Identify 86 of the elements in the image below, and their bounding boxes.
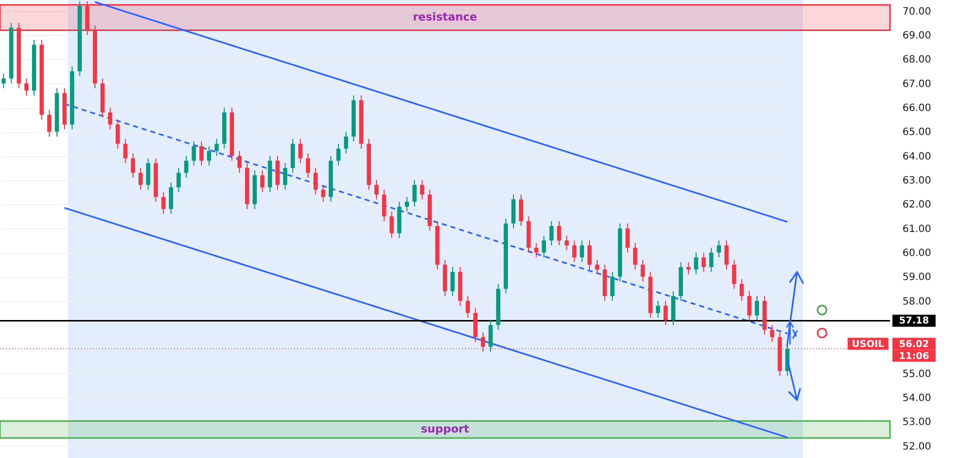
y-tick-label: 63.00 <box>902 176 932 187</box>
y-tick-label: 61.00 <box>902 224 932 235</box>
candlestick <box>2 73 6 89</box>
candlestick <box>176 167 181 193</box>
y-tick-label: 70.00 <box>902 6 932 18</box>
ref-line-label: 56.02 <box>898 338 930 350</box>
candlestick <box>168 182 174 214</box>
candlestick <box>199 140 204 166</box>
candlestick <box>344 131 348 154</box>
candlestick <box>686 262 691 275</box>
y-tick-label: 60.00 <box>902 248 932 260</box>
y-tick-label: 59.00 <box>902 272 932 284</box>
candlestick <box>298 138 302 164</box>
candlestick <box>625 223 630 254</box>
text: USOIL <box>852 338 884 350</box>
y-tick-label: 52.00 <box>902 441 932 452</box>
candlestick <box>534 242 538 258</box>
candlestick <box>724 240 729 270</box>
candlestick <box>108 107 112 130</box>
candlestick <box>161 192 166 214</box>
candlestick <box>557 220 562 246</box>
band-label: resistance <box>412 10 478 24</box>
candlestick <box>702 252 706 272</box>
candlestick <box>321 184 326 202</box>
candlestick <box>770 324 774 342</box>
candlestick <box>450 266 455 297</box>
y-tick-label: 64.00 <box>902 151 932 162</box>
candlestick <box>694 252 698 275</box>
candlestick <box>192 140 196 166</box>
candlestick <box>336 143 341 166</box>
candlestick <box>754 296 760 321</box>
text: 11:06 <box>898 350 930 362</box>
candlestick <box>542 235 546 258</box>
candlestick <box>24 78 29 96</box>
y-tick-label: 55.00 <box>902 368 932 380</box>
candlestick <box>740 278 744 302</box>
candlestick <box>664 300 668 326</box>
candlestick <box>633 242 638 270</box>
candlestick <box>138 167 143 190</box>
candlestick <box>747 290 752 321</box>
candlestick <box>732 259 736 290</box>
candlestick <box>709 247 714 272</box>
y-tick-label: 65.00 <box>902 127 932 138</box>
candlestick <box>116 119 120 150</box>
candlestick <box>716 240 721 258</box>
candlestick <box>123 138 128 164</box>
candlestick <box>564 235 569 251</box>
candlestick <box>656 300 660 318</box>
candlestick <box>382 189 386 222</box>
candlestick <box>214 138 219 156</box>
candlestick <box>580 240 584 263</box>
ref-line-label: 57.18 <box>898 316 930 327</box>
candlestick <box>47 109 52 138</box>
candlestick <box>146 158 150 190</box>
candlestick <box>640 259 645 282</box>
candlestick <box>306 152 310 178</box>
candlestick <box>260 170 264 193</box>
candlestick <box>610 271 614 302</box>
candlestick <box>390 210 394 239</box>
candlestick <box>488 320 493 352</box>
line-series <box>94 1 788 223</box>
candlestick <box>130 152 136 178</box>
y-tick-label: 69.00 <box>902 30 932 42</box>
y-tick-label: 62.00 <box>902 200 932 211</box>
y-tick-label: 53.00 <box>902 417 932 428</box>
candlestick <box>549 220 554 246</box>
candlestick <box>420 180 424 200</box>
candlestick <box>314 167 318 196</box>
y-tick-label: 54.00 <box>902 393 932 404</box>
candlestick <box>237 150 242 174</box>
candlestick <box>184 155 188 178</box>
y-tick-label: 68.00 <box>902 54 932 66</box>
candlestick <box>206 146 212 166</box>
y-tick-label: 67.00 <box>902 78 932 90</box>
band-label: support <box>420 422 470 436</box>
candlestick <box>572 240 576 263</box>
candlestick <box>595 259 600 275</box>
candlestick <box>374 180 379 200</box>
candlestick <box>283 162 288 190</box>
candlestick <box>412 180 417 208</box>
y-tick-label: 66.00 <box>902 103 932 114</box>
candlestick <box>587 240 592 270</box>
candlestick <box>466 296 470 318</box>
candlestick <box>518 194 524 226</box>
line-series <box>64 207 788 438</box>
y-tick-label: 58.00 <box>902 296 932 308</box>
